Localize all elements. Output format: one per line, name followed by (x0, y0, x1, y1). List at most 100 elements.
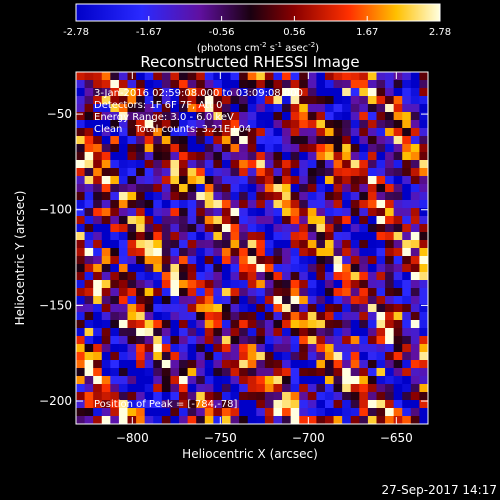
heatmap-cell (93, 120, 103, 129)
heatmap-cell (282, 112, 292, 121)
heatmap-cell (385, 136, 395, 145)
heatmap-cell (419, 104, 428, 113)
heatmap-cell (153, 392, 163, 401)
heatmap-cell (264, 96, 274, 105)
heatmap-cell (350, 312, 360, 321)
heatmap-cell (256, 312, 266, 321)
heatmap-cell (170, 352, 180, 361)
heatmap-cell (376, 176, 386, 185)
heatmap-cell (342, 344, 352, 353)
heatmap-cell (179, 280, 189, 289)
heatmap-cell (385, 168, 395, 177)
heatmap-cell (256, 80, 266, 89)
heatmap-cell (273, 160, 283, 169)
heatmap-cell (93, 184, 103, 193)
heatmap-cell (187, 240, 197, 249)
heatmap-cell (196, 304, 206, 313)
heatmap-cell (282, 104, 292, 113)
heatmap-cell (127, 232, 137, 241)
heatmap-cell (247, 232, 257, 241)
heatmap-cell (410, 392, 420, 401)
heatmap-cell (342, 176, 352, 185)
heatmap-cell (179, 312, 189, 321)
heatmap-cell (179, 272, 189, 281)
heatmap-cell (324, 336, 335, 345)
heatmap-cell (307, 216, 317, 225)
heatmap-cell (290, 288, 300, 297)
heatmap-cell (393, 400, 403, 409)
heatmap-cell (402, 200, 412, 209)
heatmap-cell (101, 304, 111, 313)
heatmap-cell (170, 384, 180, 393)
heatmap-cell (350, 376, 360, 385)
heatmap-cell (247, 312, 257, 321)
heatmap-cell (153, 72, 163, 81)
heatmap-cell (118, 208, 129, 217)
heatmap-cell (367, 176, 377, 185)
heatmap-cell (118, 256, 129, 265)
heatmap-cell (76, 376, 86, 385)
heatmap-cell (385, 104, 395, 113)
heatmap-cell (144, 224, 154, 233)
heatmap-cell (402, 248, 412, 257)
heatmap-cell (367, 328, 377, 337)
heatmap-cell (419, 368, 428, 377)
heatmap-cell (402, 208, 412, 217)
heatmap-cell (359, 416, 369, 424)
heatmap-cell (359, 184, 369, 193)
heatmap-cell (419, 344, 428, 353)
heatmap-cell (333, 160, 343, 169)
heatmap-cell (333, 208, 343, 217)
heatmap-cell (153, 80, 163, 89)
heatmap-cell (264, 152, 274, 161)
heatmap-cell (307, 208, 317, 217)
heatmap-cell (187, 312, 197, 321)
heatmap-cell (239, 128, 249, 137)
heatmap-cell (324, 288, 335, 297)
heatmap-cell (256, 272, 266, 281)
heatmap-cell (196, 136, 206, 145)
heatmap-cell (333, 120, 343, 129)
heatmap-cell (282, 408, 292, 417)
heatmap-cell (264, 192, 274, 201)
heatmap-cell (179, 256, 189, 265)
heatmap-cell (393, 360, 403, 369)
heatmap-cell (256, 184, 266, 193)
heatmap-cell (84, 200, 94, 209)
heatmap-cell (187, 296, 197, 305)
heatmap-cell (93, 200, 103, 209)
heatmap-cell (402, 88, 412, 97)
heatmap-cell (324, 256, 335, 265)
heatmap-cell (221, 184, 232, 193)
heatmap-cell (264, 256, 274, 265)
heatmap-cell (264, 400, 274, 409)
heatmap-cell (196, 232, 206, 241)
heatmap-cell (118, 136, 129, 145)
heatmap-cell (264, 344, 274, 353)
heatmap-cell (144, 216, 154, 225)
heatmap-cell (376, 120, 386, 129)
heatmap-cell (76, 88, 86, 97)
heatmap-cell (307, 192, 317, 201)
heatmap-cell (385, 264, 395, 273)
heatmap-cell (110, 280, 120, 289)
heatmap-cell (93, 408, 103, 417)
heatmap-cell (299, 232, 309, 241)
heatmap-cell (316, 304, 326, 313)
heatmap-cell (204, 400, 214, 409)
heatmap-cell (282, 160, 292, 169)
heatmap-cell (333, 312, 343, 321)
heatmap-cell (307, 120, 317, 129)
heatmap-cell (144, 144, 154, 153)
heatmap-cell (350, 112, 360, 121)
heatmap-cell (101, 144, 111, 153)
heatmap-cell (333, 288, 343, 297)
heatmap-cell (153, 208, 163, 217)
heatmap-cell (376, 128, 386, 137)
heatmap-cell (76, 80, 86, 89)
heatmap-cell (316, 368, 326, 377)
heatmap-cell (256, 368, 266, 377)
heatmap-cell (84, 232, 94, 241)
heatmap-cell (84, 304, 94, 313)
heatmap-cell (127, 400, 137, 409)
